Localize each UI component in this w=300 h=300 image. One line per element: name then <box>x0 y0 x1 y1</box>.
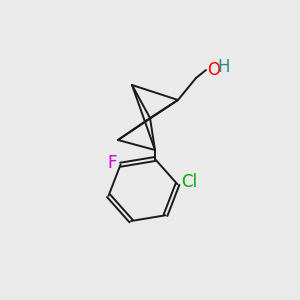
Text: H: H <box>217 58 230 76</box>
Text: F: F <box>107 154 116 172</box>
Text: O: O <box>207 61 220 79</box>
Text: Cl: Cl <box>182 173 198 191</box>
